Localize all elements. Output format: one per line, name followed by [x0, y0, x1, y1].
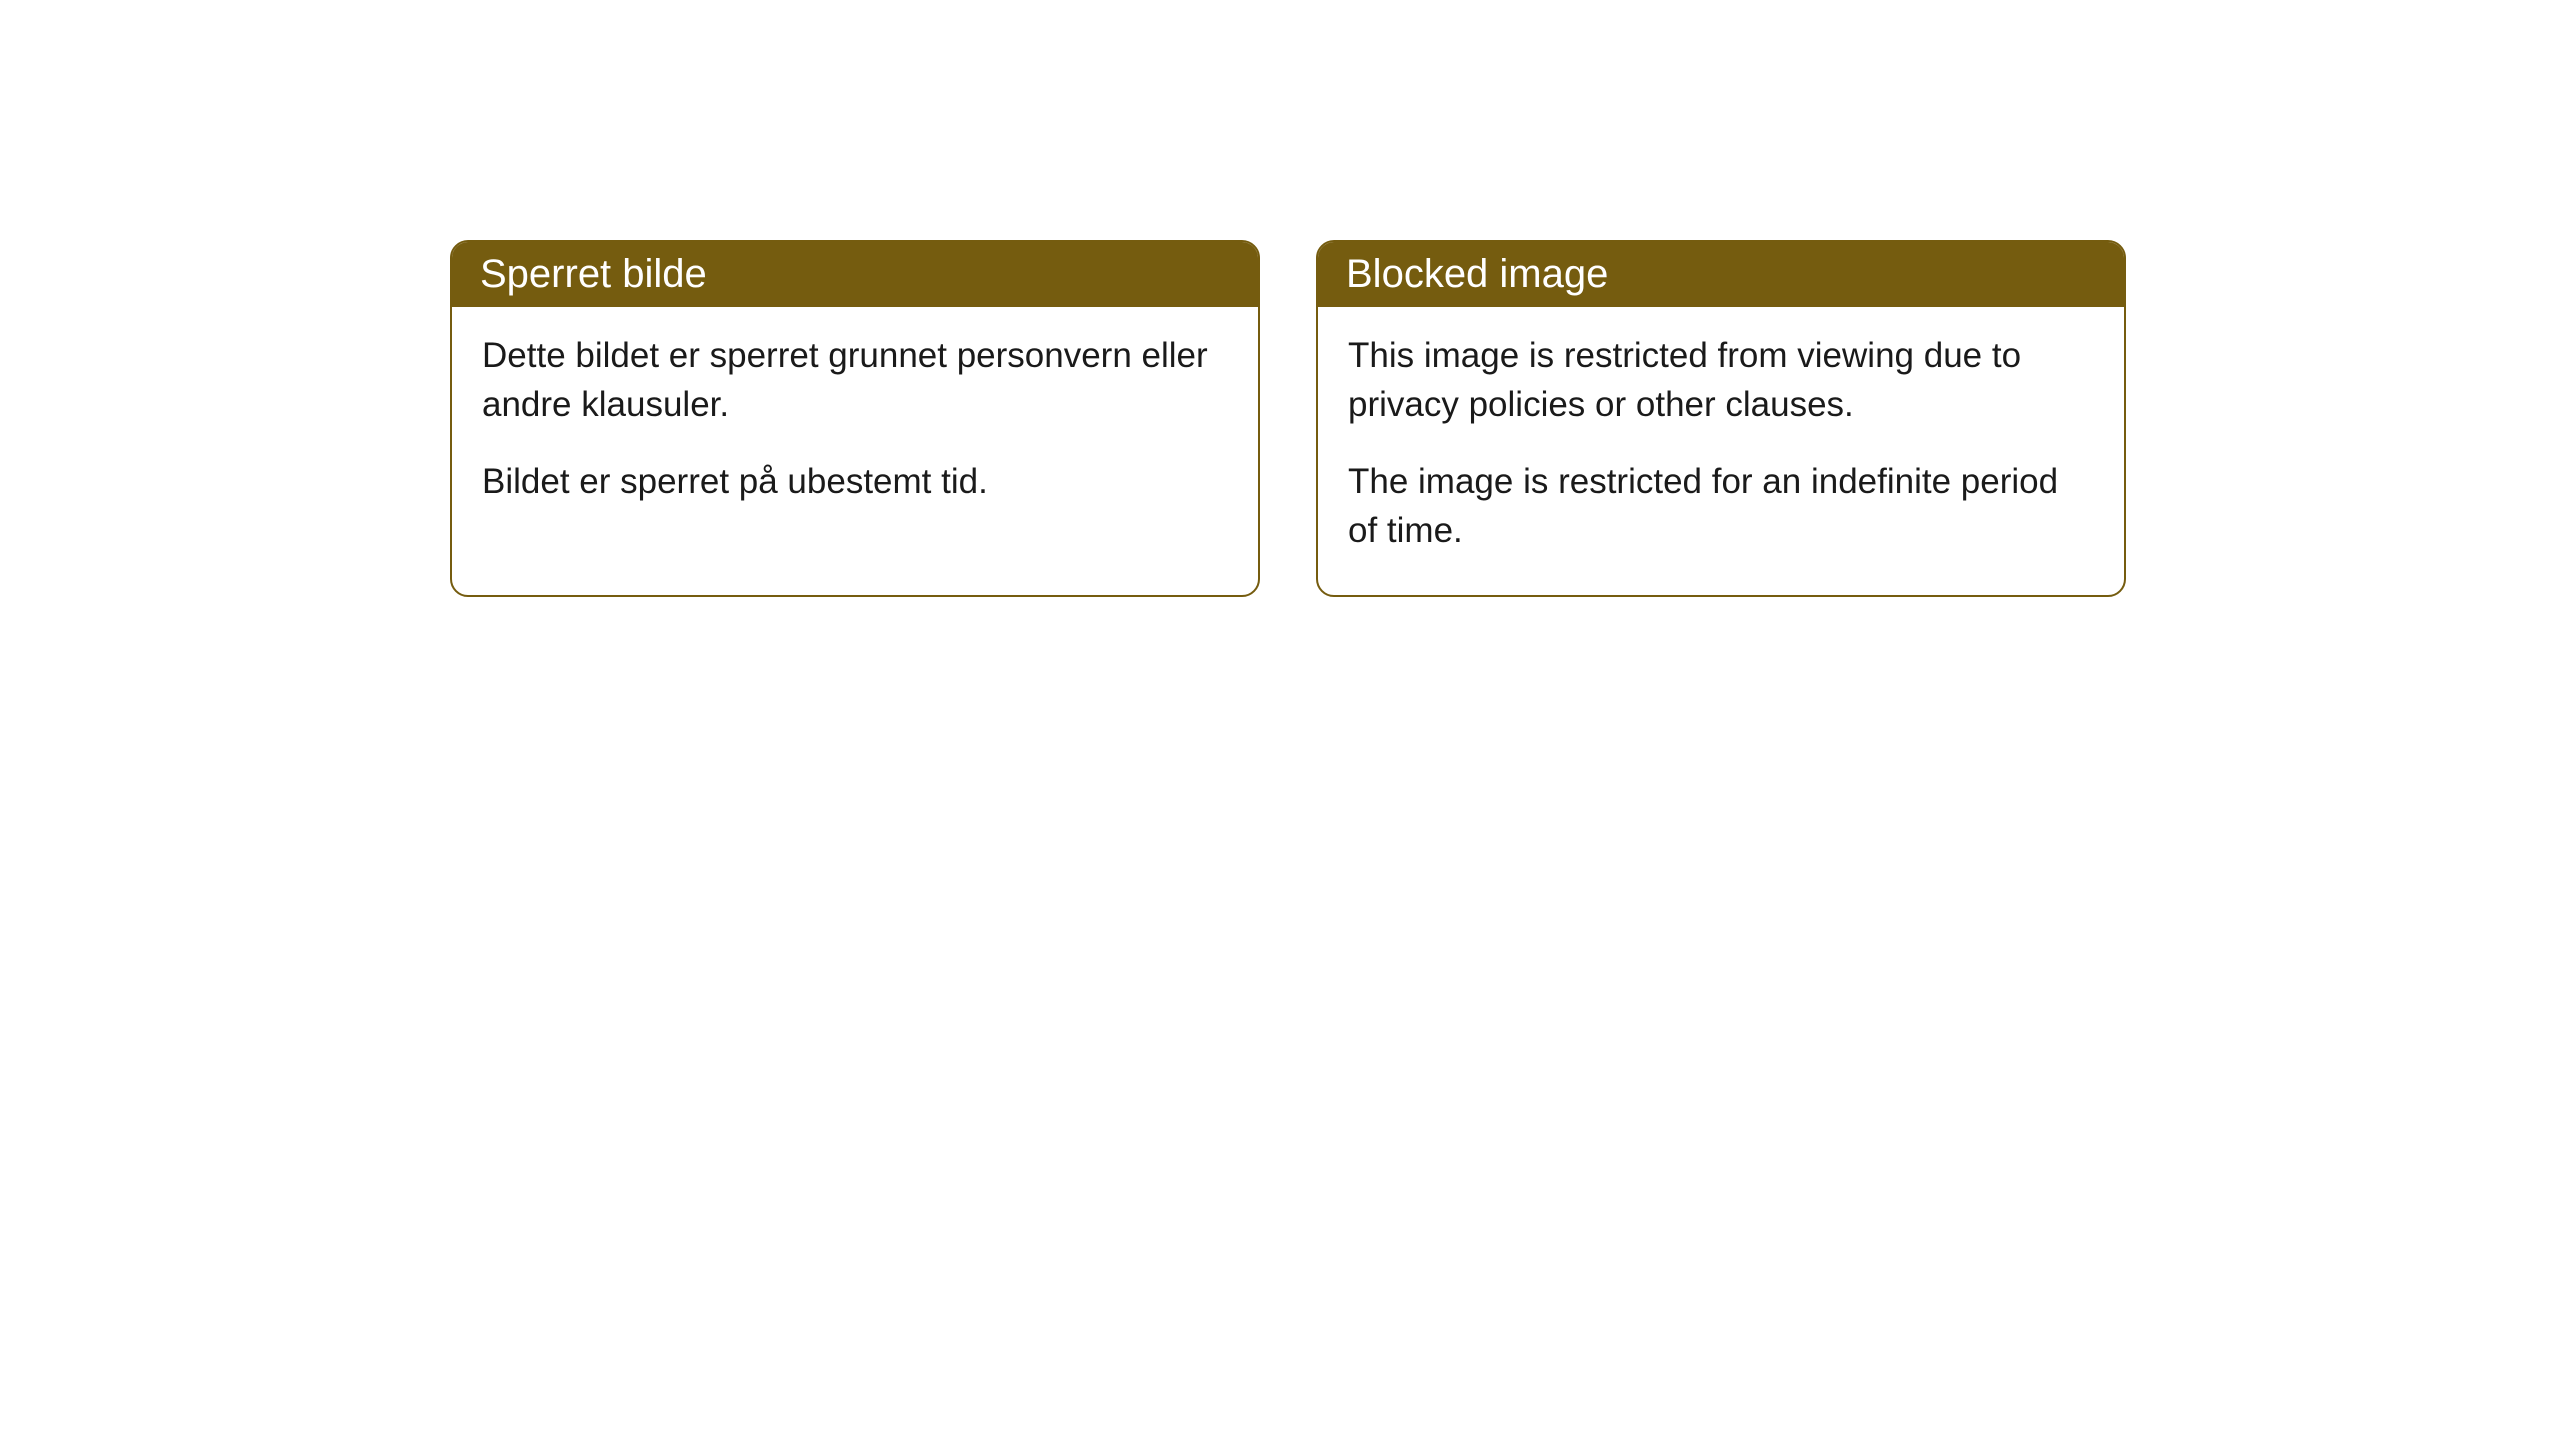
card-title: Sperret bilde — [480, 252, 707, 296]
card-paragraph: Dette bildet er sperret grunnet personve… — [482, 331, 1228, 429]
card-paragraph: This image is restricted from viewing du… — [1348, 331, 2094, 429]
card-paragraph: The image is restricted for an indefinit… — [1348, 457, 2094, 555]
card-header: Blocked image — [1318, 242, 2124, 307]
card-paragraph: Bildet er sperret på ubestemt tid. — [482, 457, 1228, 506]
card-body: This image is restricted from viewing du… — [1318, 307, 2124, 595]
card-header: Sperret bilde — [452, 242, 1258, 307]
notice-card-english: Blocked image This image is restricted f… — [1316, 240, 2126, 597]
card-body: Dette bildet er sperret grunnet personve… — [452, 307, 1258, 546]
notice-cards-container: Sperret bilde Dette bildet er sperret gr… — [450, 240, 2126, 597]
card-title: Blocked image — [1346, 252, 1608, 296]
notice-card-norwegian: Sperret bilde Dette bildet er sperret gr… — [450, 240, 1260, 597]
